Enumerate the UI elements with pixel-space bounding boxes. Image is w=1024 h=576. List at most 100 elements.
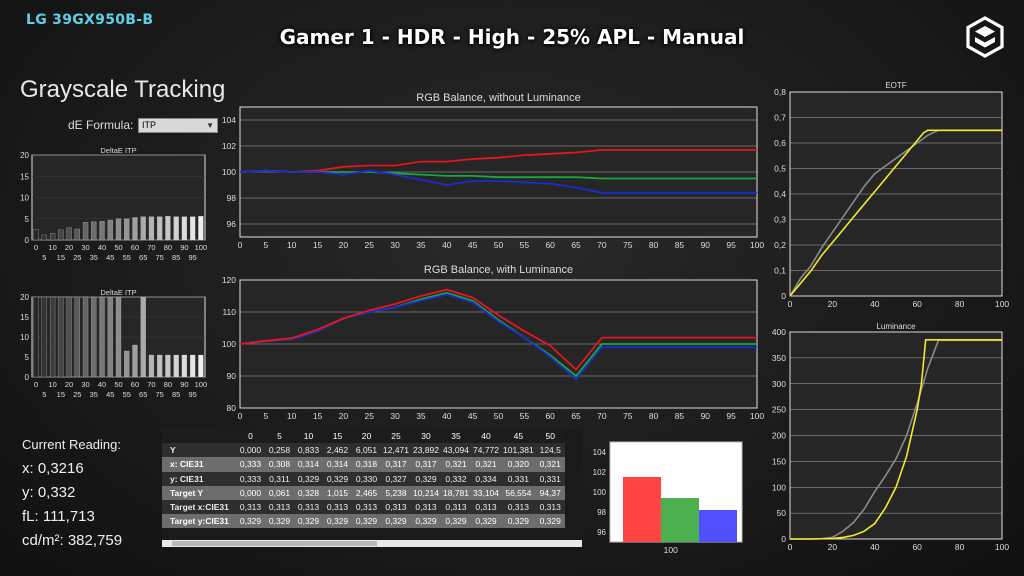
deltae-bar [165,216,171,241]
table-cell: 0,329 [381,514,411,529]
x-tick-label: 85 [172,253,180,262]
table-cell: 0,313 [294,499,323,515]
table-cell: 0,061 [265,485,294,500]
deltae-bar [33,229,39,241]
column-header[interactable]: 20 [352,429,381,444]
table-cell: 124,5 [535,443,565,458]
reading-fl: fL: 111,713 [22,508,95,525]
table-cell: 0,321 [441,457,471,472]
formula-label: dE Formula: [68,118,134,132]
table-cell: 12,471 [381,443,411,458]
y-tick-label: 100 [222,339,236,349]
table-cell: 0,000 [236,485,265,500]
x-tick-label: 5 [263,240,268,250]
deltae-bar [148,216,155,241]
x-tick-label: 70 [597,240,607,250]
page-title: Gamer 1 - HDR - High - 25% APL - Manual [279,25,745,49]
x-tick-label: 80 [649,240,659,250]
y-tick-label: 0,1 [774,266,786,276]
current-reading-heading: Current Reading: [22,437,121,452]
table-cell: 0,333 [236,457,265,472]
x-tick-label: 60 [545,411,555,421]
y-tick-label: 120 [222,275,236,285]
x-tick-label: 40 [98,243,106,252]
column-header[interactable]: 15 [323,429,352,444]
deltae-bar [107,219,113,241]
deltae-bar [157,354,163,378]
deltae-bar [91,296,97,378]
table-cell: 0,329 [441,514,471,529]
column-header[interactable]: 45 [501,429,536,444]
x-tick-label: 100 [750,240,764,250]
y-tick-label: 100 [772,482,786,492]
x-tick-label: 35 [90,390,98,399]
column-header[interactable]: 25 [381,429,411,444]
y-tick-label: 0,8 [774,87,786,97]
table-cell: 0,308 [265,457,294,472]
deltae-bar [49,296,56,378]
deltae-bar [99,296,105,378]
table-cell: 0,258 [265,443,294,458]
red-series-line [239,149,757,173]
column-header[interactable]: 50 [535,429,565,444]
x-tick-label: 80 [955,542,965,552]
x-tick-label: 15 [57,253,65,262]
table-corner [162,429,236,444]
y-tick-label: 250 [772,405,786,415]
x-tick-label: 15 [313,411,323,421]
column-header[interactable]: 0 [236,429,265,444]
formula-select[interactable]: ITP ▼ [138,118,218,133]
table-cell: 0,333 [236,471,265,486]
column-header[interactable]: 10 [294,429,323,444]
column-header[interactable]: 40 [471,429,501,444]
luminance-chart: Luminance 0 50 100 150 200 250 300 350 400 0 20 40 60… [772,322,1010,552]
x-tick-label: 55 [520,240,530,250]
table-cell: 0,331 [535,471,565,486]
deltae-bar [165,354,171,378]
deltae-bar [173,216,179,241]
scrollbar-thumb[interactable] [172,541,377,546]
table-cell: 94,37 [535,485,565,500]
x-tick-label: 60 [912,542,922,552]
table-cell: 43,094 [441,443,471,458]
x-tick-label: 90 [701,411,711,421]
chevron-down-icon: ▼ [206,121,214,130]
x-tick-label: 65 [571,411,581,421]
y-tick-label: 350 [772,353,786,363]
x-tick-label: 45 [106,253,114,262]
x-tick-label: 40 [442,411,452,421]
y-tick-label: 20 [20,151,29,160]
table-cell: 0,314 [323,457,352,472]
y-tick-label: 0,7 [774,113,786,123]
table-cell: 0,000 [236,443,265,458]
x-tick-label: 20 [828,542,838,552]
table-cell: 0,329 [471,514,501,529]
column-header[interactable]: 30 [411,429,441,444]
table-cell: 0,329 [411,471,441,486]
x-tick-label: 0 [34,243,38,252]
measurement-table[interactable]: 0 5 10 15 20 25 30 35 40 45 50 Y 0,000 0,258 0,833 2,4… [162,429,582,547]
table-cell: 0,327 [381,471,411,486]
x-tick-label: 95 [188,253,196,262]
deltae-bar [173,354,179,378]
column-header[interactable]: 35 [441,429,471,444]
chart-title: DeltaE ITP [100,288,136,297]
x-tick-label: 55 [520,411,530,421]
rgb-luminance-chart: RGB Balance, with Luminance8090100110120… [222,264,765,421]
rgb-bars-chart: 96 98 100 102 104 100 [593,441,743,555]
table-scrollbar[interactable] [162,540,582,547]
table-cell: 6,051 [352,443,381,458]
table-cell: 0,321 [535,457,565,472]
column-header[interactable]: 5 [265,429,294,444]
deltae-bar [132,344,138,378]
x-tick-label: 40 [98,380,106,389]
x-tick-label: 60 [545,240,555,250]
x-tick-label: 5 [42,390,46,399]
model-badge: LG 39GX950B-B [26,12,154,28]
deltae-bar [157,216,163,241]
table-cell: 0,334 [471,471,501,486]
table-cell: 0,321 [471,457,501,472]
x-tick-label: 75 [623,240,633,250]
x-tick-label: 85 [172,390,180,399]
